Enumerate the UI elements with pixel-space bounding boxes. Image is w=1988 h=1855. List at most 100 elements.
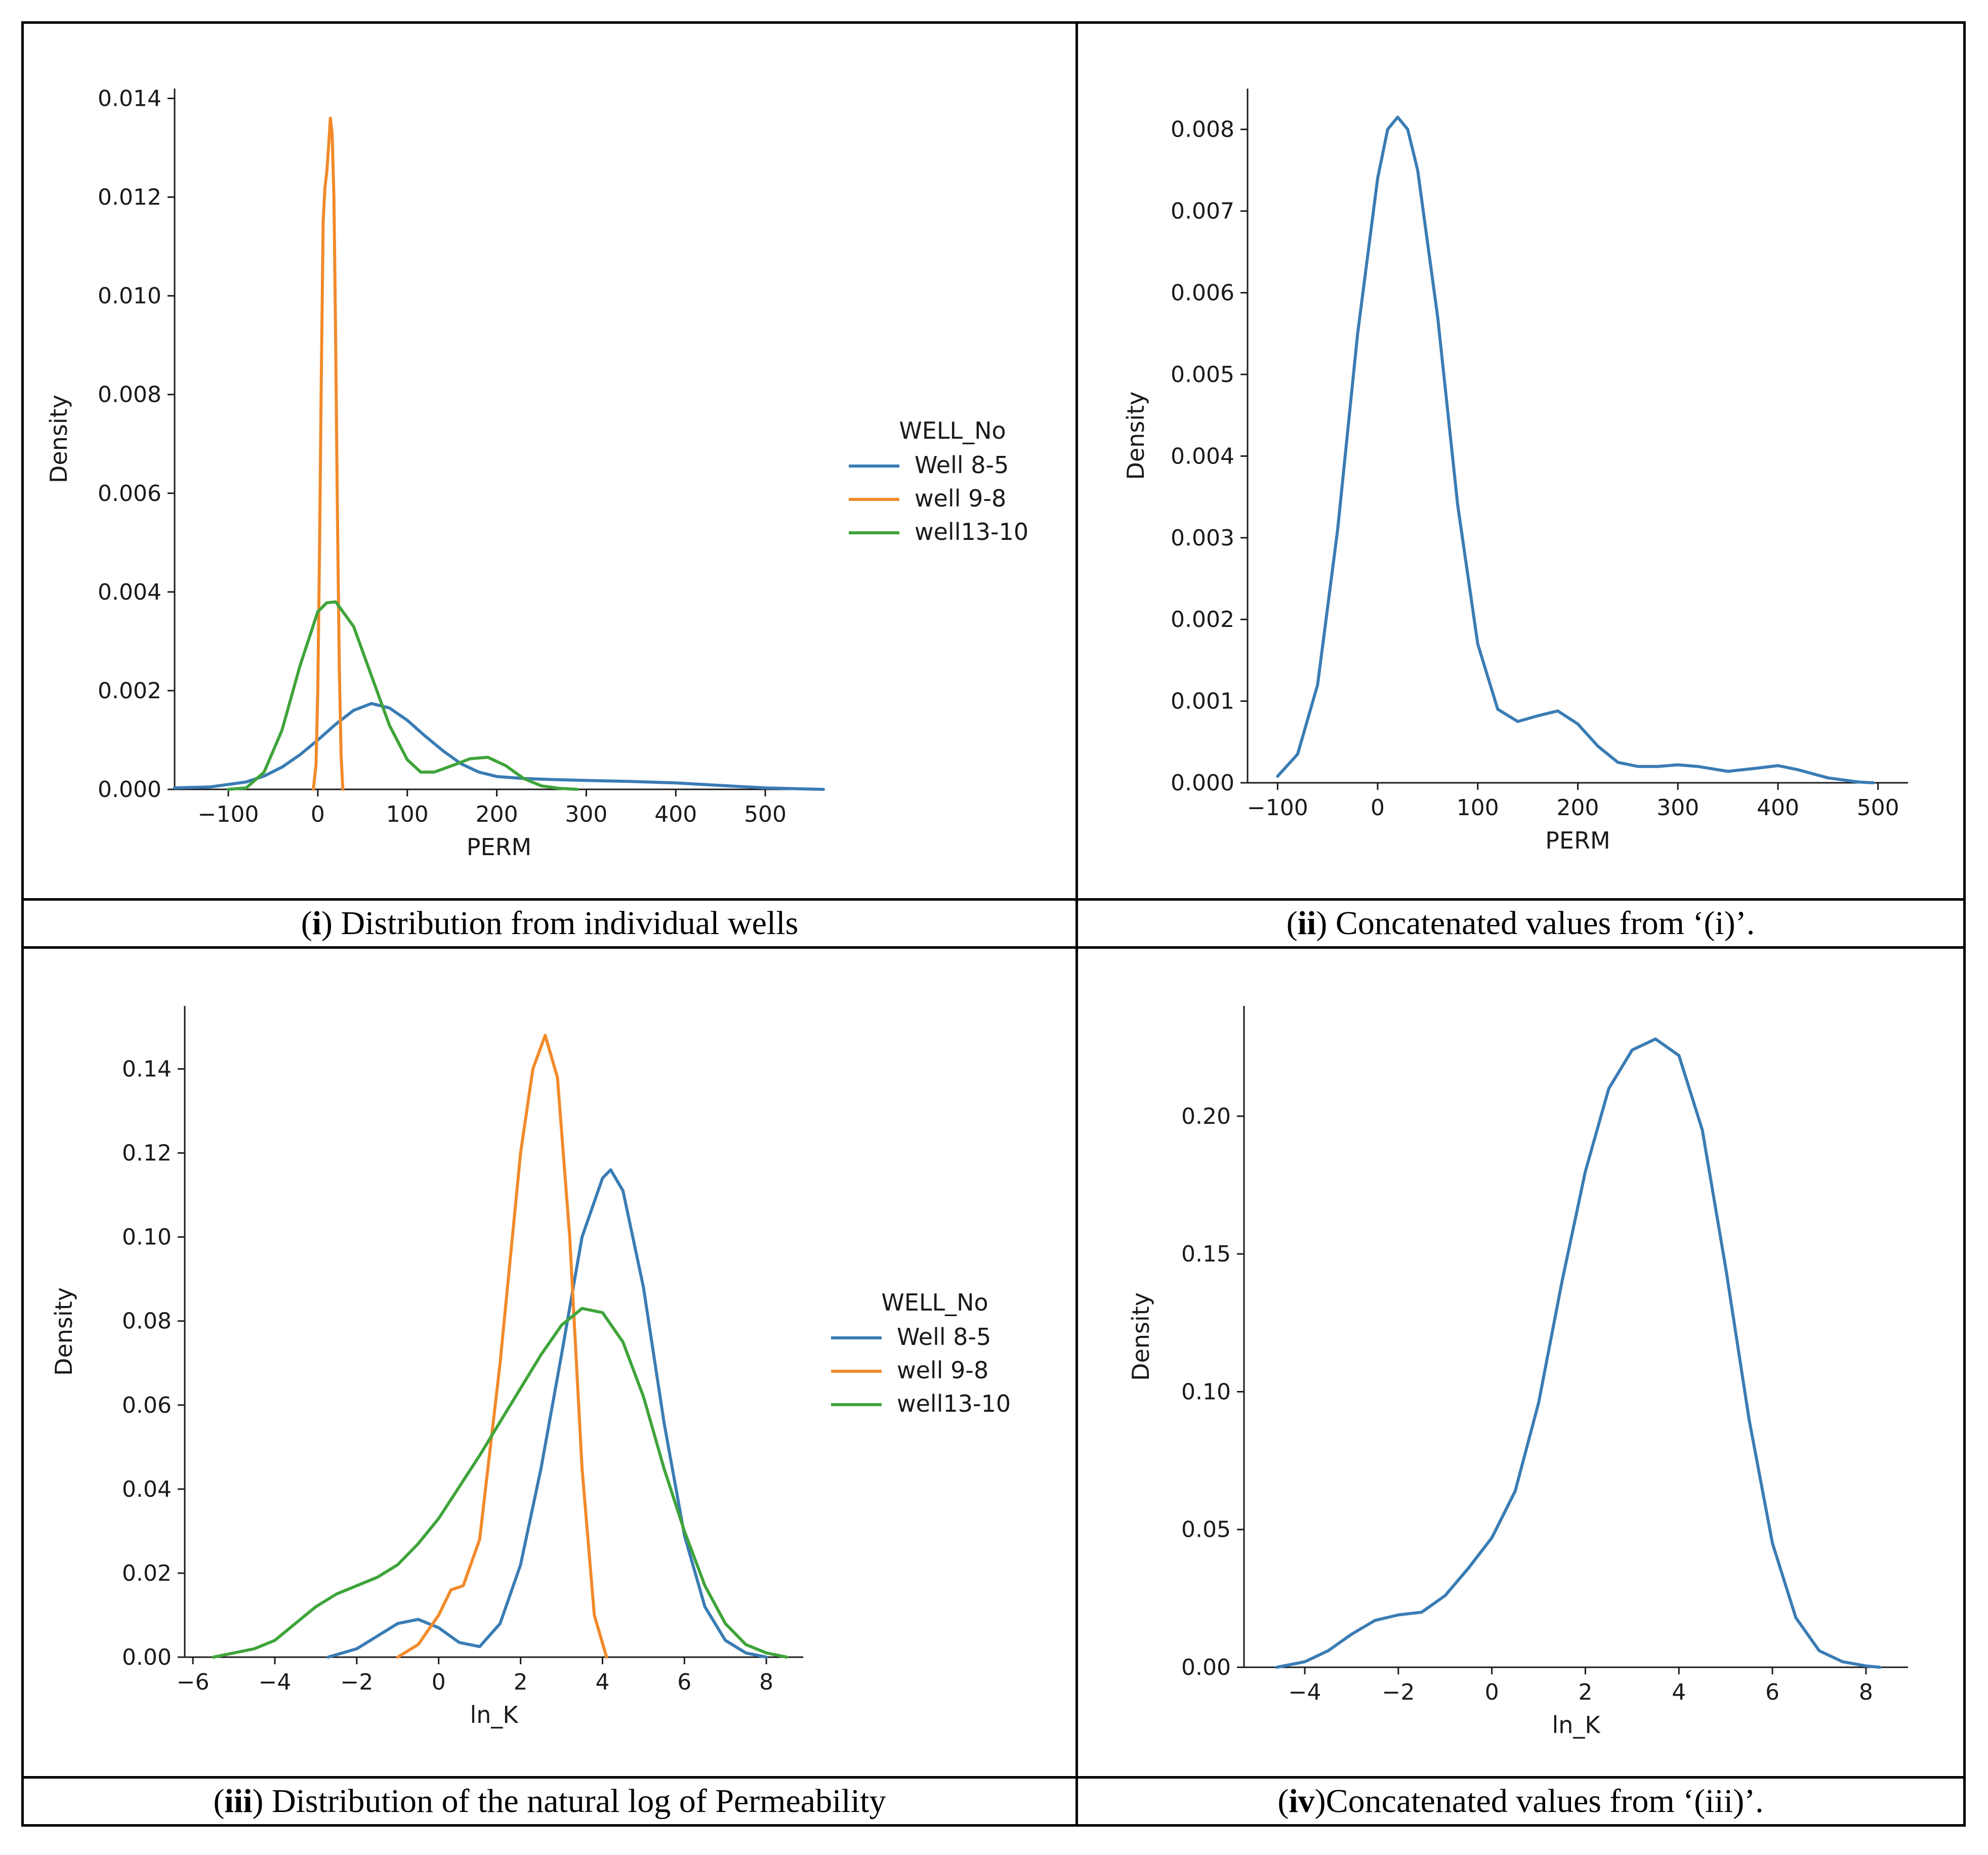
row1-caption-bottom-line bbox=[24, 946, 1963, 949]
y-tick-label: 0.001 bbox=[1171, 689, 1234, 714]
caption-label: ii bbox=[1297, 905, 1316, 942]
figure-table: (i) Distribution from individual wells (… bbox=[21, 21, 1966, 1827]
caption-panel-ii: (ii) Concatenated values from ‘(i)’. bbox=[1286, 905, 1755, 942]
series-line-perm bbox=[1276, 115, 1875, 784]
x-tick-label: −4 bbox=[259, 1669, 292, 1695]
y-tick-label: 0.08 bbox=[122, 1309, 172, 1334]
x-tick-label: 4 bbox=[1672, 1679, 1686, 1705]
series-line-well13-10 bbox=[212, 1306, 789, 1659]
x-tick-label: 6 bbox=[1765, 1679, 1779, 1705]
caption-panel-i: (i) Distribution from individual wells bbox=[301, 905, 799, 942]
legend-entry: Well 8-5 bbox=[915, 451, 1009, 479]
x-tick-label: 400 bbox=[1757, 795, 1799, 821]
legend-title: WELL_No bbox=[881, 1289, 988, 1316]
x-tick-label: 0 bbox=[311, 802, 325, 827]
x-tick-label: 4 bbox=[595, 1669, 609, 1695]
y-tick-label: 0.00 bbox=[1181, 1655, 1231, 1680]
chart-panel-iv: −4 −2 0 2 4 6 8 0.00 0.05 0.10 0.15 0.20 ln_K Density bbox=[1127, 1006, 1908, 1739]
x-tick-label: 8 bbox=[1859, 1679, 1873, 1705]
x-tick-label: −100 bbox=[1247, 795, 1308, 821]
y-tick-label: 0.014 bbox=[98, 86, 161, 112]
legend: WELL_No Well 8-5 well 9-8 well13-10 bbox=[849, 417, 1028, 545]
y-tick-label: 0.008 bbox=[98, 382, 161, 408]
x-tick-label: 300 bbox=[565, 802, 607, 827]
x-tick-label: 200 bbox=[1557, 795, 1599, 821]
caption-panel-iii: (iii) Distribution of the natural log of… bbox=[213, 1783, 886, 1820]
y-tick-label: 0.007 bbox=[1171, 198, 1234, 224]
x-tick-label: 2 bbox=[1578, 1679, 1592, 1705]
caption-text: Distribution of the natural log of Perme… bbox=[263, 1783, 886, 1820]
legend-entry: well 9-8 bbox=[915, 485, 1006, 512]
y-tick-label: 0.008 bbox=[1171, 117, 1234, 143]
y-tick-label: 0.15 bbox=[1181, 1241, 1231, 1267]
row2-caption-top-line bbox=[24, 1776, 1963, 1779]
y-tick-label: 0.005 bbox=[1171, 362, 1234, 388]
x-tick-label: −2 bbox=[1382, 1679, 1415, 1705]
chart-panel-iii: −6 −4 −2 0 2 4 6 8 0.00 0.02 0.04 0.06 0.08 0.10 0.12 0… bbox=[50, 1006, 1011, 1728]
chart-panel-ii: −100 0 100 200 300 400 500 0.000 0.001 0.002 0.003… bbox=[1122, 89, 1908, 854]
y-tick-label: 0.10 bbox=[122, 1225, 172, 1250]
chart-panel-i: −100 0 100 200 300 400 500 0.000 0.002 0.004 0.006… bbox=[45, 86, 1028, 861]
y-tick-label: 0.004 bbox=[1171, 443, 1234, 469]
y-tick-label: 0.002 bbox=[98, 678, 161, 704]
caption-panel-iv: (iv) Concatenated values from ‘(iii)’. bbox=[1277, 1783, 1764, 1820]
caption-label: iv bbox=[1289, 1783, 1315, 1820]
y-tick-label: 0.05 bbox=[1181, 1517, 1231, 1543]
legend-entry: well 9-8 bbox=[897, 1357, 988, 1384]
x-tick-label: 300 bbox=[1656, 795, 1699, 821]
x-tick-label: 400 bbox=[654, 802, 697, 827]
series-line-well13-10 bbox=[227, 600, 579, 791]
x-tick-label: 100 bbox=[386, 802, 429, 827]
caption-text: Concatenated values from ‘(i)’. bbox=[1327, 905, 1755, 942]
caption-text: Concatenated values from ‘(iii)’. bbox=[1326, 1783, 1764, 1820]
y-tick-label: 0.10 bbox=[1181, 1379, 1231, 1405]
x-tick-label: 0 bbox=[432, 1669, 446, 1695]
y-axis-label: Density bbox=[1122, 392, 1149, 480]
y-tick-label: 0.02 bbox=[122, 1561, 172, 1586]
legend: WELL_No Well 8-5 well 9-8 well13-10 bbox=[831, 1289, 1011, 1417]
y-tick-label: 0.003 bbox=[1171, 525, 1234, 551]
x-tick-label: −2 bbox=[340, 1669, 373, 1695]
legend-entry: Well 8-5 bbox=[897, 1323, 991, 1351]
y-tick-label: 0.002 bbox=[1171, 607, 1234, 633]
vertical-divider bbox=[1075, 24, 1078, 1824]
y-tick-label: 0.012 bbox=[98, 185, 161, 210]
x-tick-label: 8 bbox=[759, 1669, 773, 1695]
y-axis-label: Density bbox=[45, 395, 72, 483]
y-tick-label: 0.000 bbox=[98, 777, 161, 803]
y-tick-label: 0.010 bbox=[98, 283, 161, 309]
y-tick-label: 0.00 bbox=[122, 1645, 172, 1670]
y-tick-label: 0.000 bbox=[1171, 770, 1234, 796]
x-axis-label: PERM bbox=[1545, 827, 1610, 854]
x-tick-label: 6 bbox=[677, 1669, 691, 1695]
x-tick-label: 100 bbox=[1457, 795, 1499, 821]
x-tick-label: −100 bbox=[198, 802, 259, 827]
x-tick-label: 0 bbox=[1371, 795, 1385, 821]
x-tick-label: 2 bbox=[514, 1669, 528, 1695]
y-tick-label: 0.14 bbox=[122, 1057, 172, 1082]
x-axis-label: ln_K bbox=[1552, 1711, 1601, 1739]
row1-caption-top-line bbox=[24, 898, 1963, 901]
x-axis-label: ln_K bbox=[470, 1701, 519, 1728]
y-tick-label: 0.06 bbox=[122, 1393, 172, 1418]
y-axis-label: Density bbox=[50, 1287, 77, 1376]
legend-title: WELL_No bbox=[899, 417, 1006, 444]
y-tick-label: 0.20 bbox=[1181, 1104, 1231, 1129]
legend-entry: well13-10 bbox=[897, 1390, 1011, 1417]
y-tick-label: 0.006 bbox=[98, 481, 161, 507]
x-tick-label: 500 bbox=[1857, 795, 1899, 821]
series-line-ln-k bbox=[1275, 1037, 1882, 1669]
caption-label: iii bbox=[224, 1783, 253, 1820]
y-axis-label: Density bbox=[1127, 1292, 1154, 1381]
x-axis-label: PERM bbox=[467, 833, 531, 861]
series-line-well-9-8 bbox=[396, 1034, 608, 1659]
series-line-well-8-5 bbox=[173, 702, 825, 791]
legend-entry: well13-10 bbox=[915, 518, 1028, 545]
x-tick-label: 500 bbox=[744, 802, 786, 827]
caption-text: Distribution from individual wells bbox=[333, 905, 799, 942]
y-tick-label: 0.12 bbox=[122, 1141, 172, 1166]
x-tick-label: −6 bbox=[177, 1669, 210, 1695]
series-line-well-9-8 bbox=[312, 116, 345, 791]
y-tick-label: 0.006 bbox=[1171, 280, 1234, 306]
series-line-well-8-5 bbox=[326, 1168, 768, 1659]
